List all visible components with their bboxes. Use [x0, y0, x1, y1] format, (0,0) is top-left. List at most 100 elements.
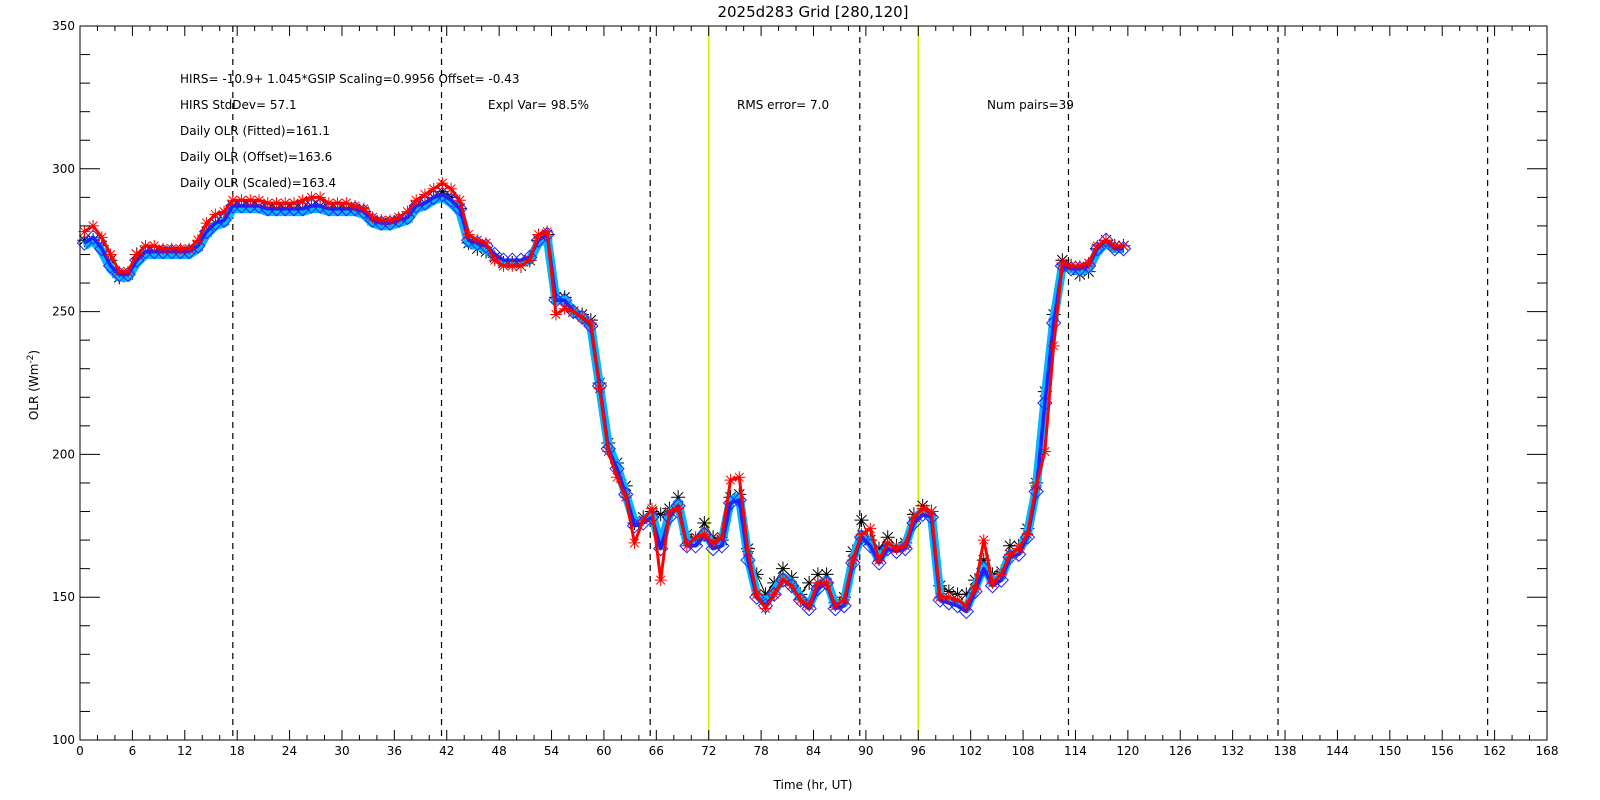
data-point [1098, 232, 1114, 248]
data-point [244, 194, 257, 207]
data-point [846, 554, 859, 567]
data-point [838, 594, 851, 607]
data-point [653, 507, 668, 522]
data-point [279, 197, 292, 210]
data-point [958, 603, 975, 620]
data-point [1045, 315, 1062, 331]
data-point [845, 555, 861, 571]
data-point [724, 474, 737, 487]
data-point [129, 252, 145, 268]
data-point [191, 234, 204, 247]
x-tick-label: 24 [282, 744, 297, 758]
data-point [314, 191, 327, 204]
data-point [1091, 239, 1104, 252]
data-point [740, 552, 756, 568]
data-point [218, 205, 231, 218]
num-pairs-label: Num pairs=39 [987, 98, 1074, 112]
x-tick-label: 102 [959, 744, 982, 758]
data-point [906, 515, 922, 531]
data-point [375, 214, 388, 227]
data-point [698, 528, 711, 541]
data-point [1002, 549, 1018, 565]
data-point [488, 254, 501, 267]
data-series [76, 177, 1132, 620]
y-tick-label: 300 [52, 162, 75, 176]
x-tick-label: 30 [334, 744, 349, 758]
data-point [1073, 259, 1086, 272]
daily-olr-scaled-label: Daily OLR (Scaled)=163.4 [180, 176, 336, 190]
data-point [749, 567, 764, 582]
data-point [967, 583, 983, 600]
data-point [785, 579, 798, 592]
data-point [864, 522, 877, 535]
x-tick-label: 126 [1169, 744, 1192, 758]
data-point [819, 567, 834, 582]
data-point [995, 568, 1008, 581]
data-point [1012, 542, 1025, 555]
x-tick-label: 60 [596, 744, 611, 758]
data-point [766, 586, 782, 603]
data-point [392, 211, 405, 224]
data-point [532, 228, 545, 241]
data-point [366, 211, 379, 224]
data-point [174, 242, 187, 255]
daily-olr-fitted-label: Daily OLR (Fitted)=161.1 [180, 124, 330, 138]
fit-equation: HIRS= -10.9+ 1.045*GSIP Scaling=0.9956 O… [180, 72, 519, 86]
data-point [749, 589, 765, 605]
data-point [523, 254, 536, 267]
data-point [784, 570, 799, 585]
data-point [907, 511, 920, 524]
annotations: HIRS= -10.9+ 1.045*GSIP Scaling=0.9956 O… [180, 72, 1074, 190]
x-tick-label: 114 [1064, 744, 1087, 758]
data-point [707, 536, 720, 549]
data-point [829, 599, 842, 612]
x-tick-label: 162 [1483, 744, 1506, 758]
data-point [445, 182, 458, 195]
x-tick-label: 54 [544, 744, 559, 758]
data-point [689, 531, 702, 544]
data-point [480, 237, 493, 250]
data-point [156, 242, 169, 255]
data-point [1038, 445, 1051, 458]
data-point [758, 587, 773, 602]
data-point [802, 575, 817, 590]
x-tick-label: 36 [387, 744, 402, 758]
data-point [497, 259, 510, 272]
data-point [104, 248, 117, 261]
data-point [296, 194, 309, 207]
data-point [645, 502, 658, 515]
data-point [453, 194, 466, 207]
data-point [872, 554, 885, 567]
x-tick-label: 84 [806, 744, 821, 758]
data-point [697, 515, 712, 530]
x-axis-label: Time (hr, UT) [773, 778, 853, 792]
x-tick-label: 42 [439, 744, 454, 758]
data-point [803, 599, 816, 612]
data-point [1028, 483, 1044, 500]
axes: 0 6 12 18 24 30 36 42 48 54 60 66 72 78 84 90 96 102 108 11… [52, 19, 1558, 758]
data-point [1002, 538, 1017, 553]
data-point [78, 225, 91, 238]
y-tick-label: 350 [52, 19, 75, 33]
data-point [541, 225, 554, 238]
rms-error-label: RMS error= 7.0 [737, 98, 829, 112]
data-point [593, 382, 606, 395]
data-point [977, 534, 990, 547]
data-point [349, 199, 362, 212]
x-tick-label: 120 [1116, 744, 1139, 758]
data-point [567, 305, 580, 318]
data-point [183, 242, 196, 255]
x-tick-label: 48 [492, 744, 507, 758]
data-point [951, 594, 964, 607]
data-point [1021, 528, 1034, 541]
data-point [471, 234, 484, 247]
data-point [435, 184, 450, 199]
data-point [619, 491, 632, 504]
data-point [969, 582, 982, 595]
data-point [576, 311, 589, 324]
data-point [305, 191, 318, 204]
data-point [443, 192, 459, 208]
data-point [558, 302, 571, 315]
data-point [401, 205, 414, 218]
